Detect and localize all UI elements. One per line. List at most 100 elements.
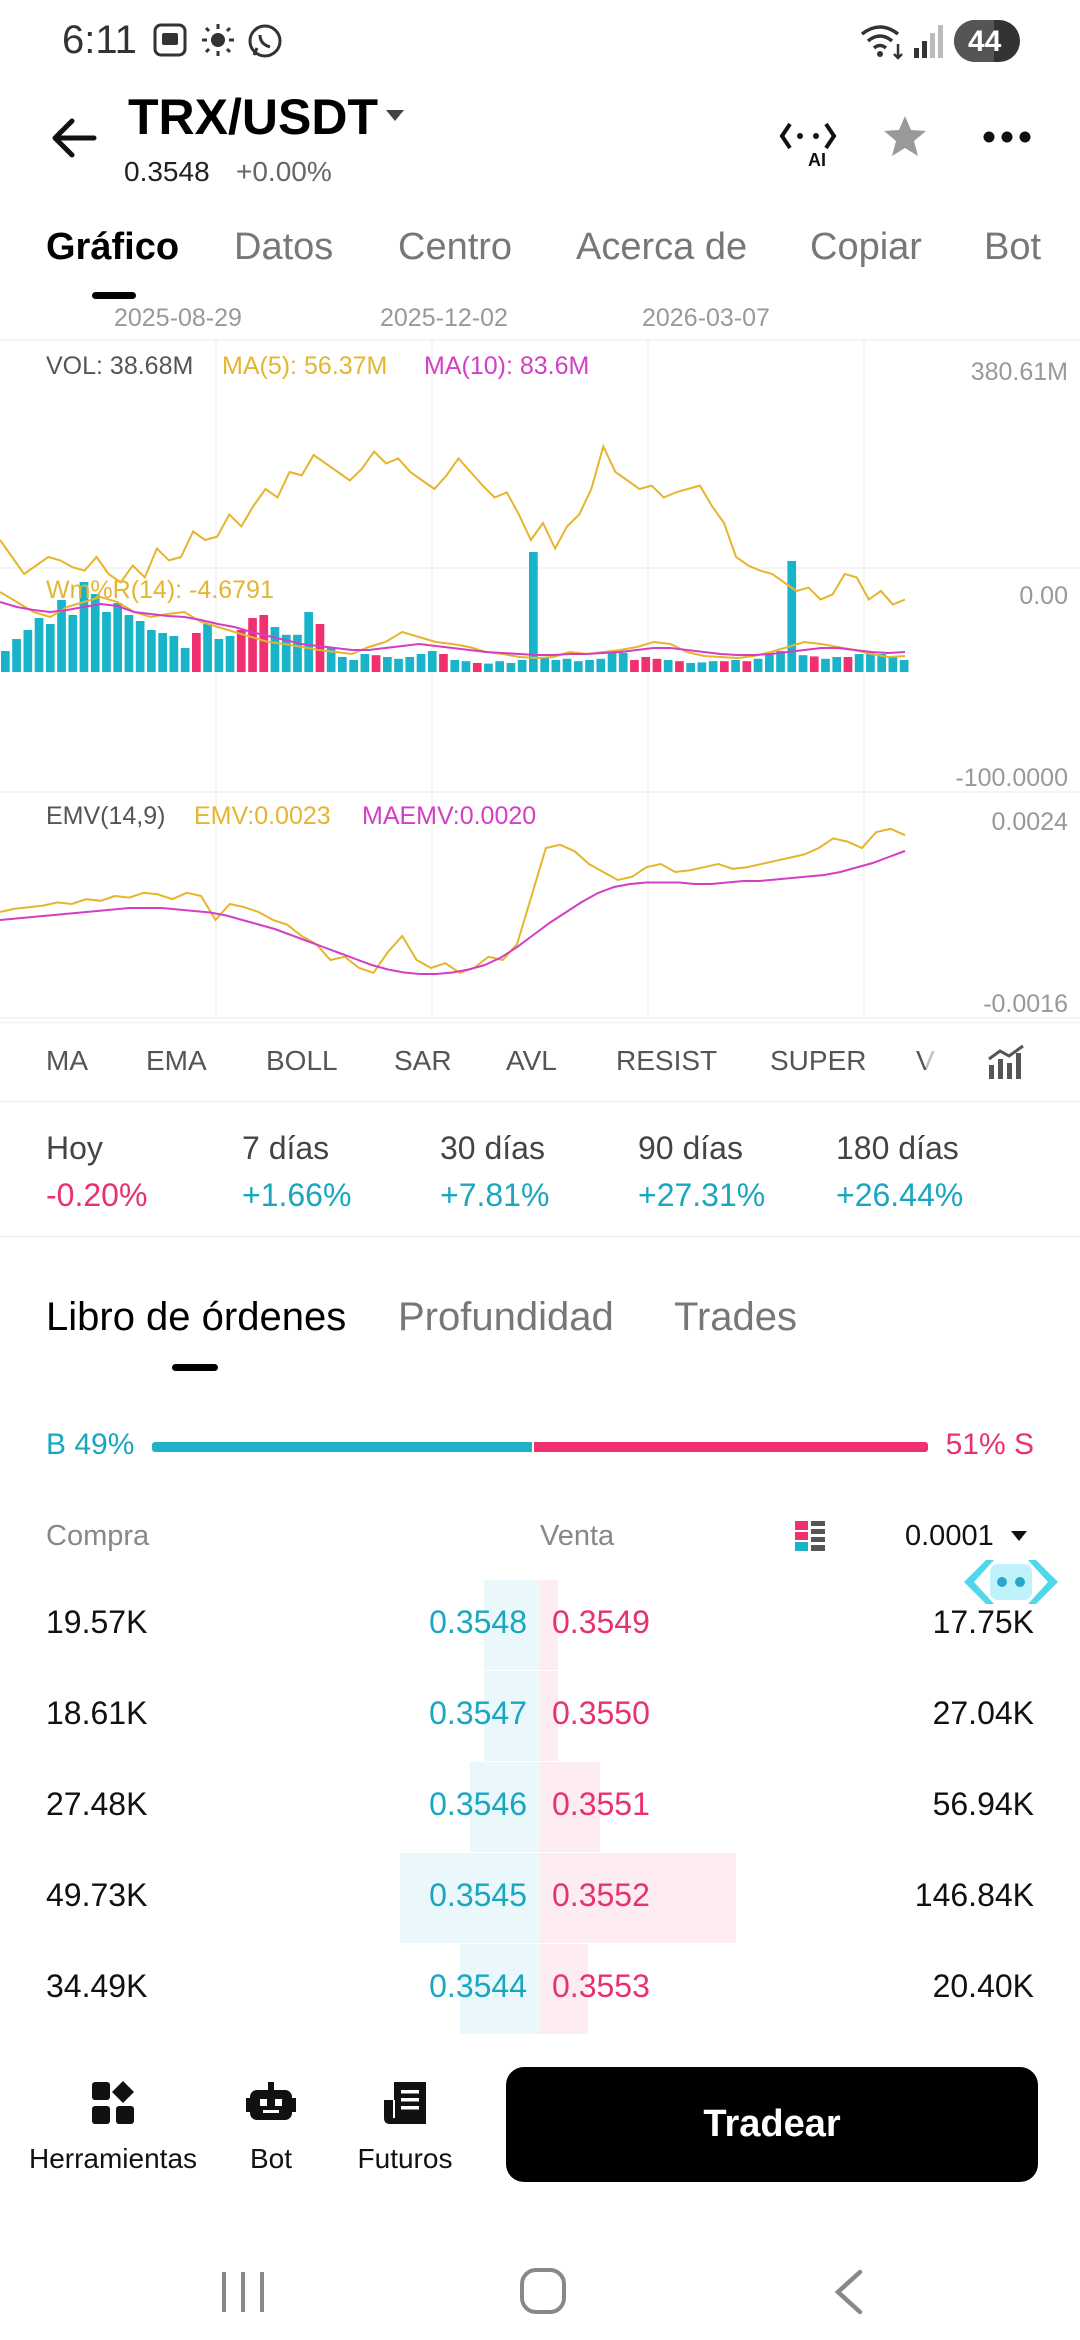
volume-bar — [79, 582, 89, 672]
trade-button[interactable]: Tradear — [506, 2067, 1038, 2182]
sell-depth-bar — [540, 1853, 736, 1943]
futures-button[interactable]: Futuros — [350, 2080, 460, 2175]
recent-apps-icon[interactable] — [218, 2270, 268, 2314]
tab-libro-de-ordenes[interactable]: Libro de órdenes — [46, 1295, 347, 1339]
whatsapp-icon — [248, 24, 282, 58]
maemv-label: MAEMV:0.0020 — [362, 802, 537, 830]
volume-bar — [102, 612, 111, 672]
buy-quantity: 49.73K — [46, 1877, 148, 1913]
volume-bar — [416, 654, 426, 672]
volume-bar — [293, 634, 302, 672]
volume-bar — [529, 552, 538, 672]
wr-top-label: 0.00 — [1019, 582, 1068, 610]
sell-depth-bar — [540, 1944, 588, 2034]
indicator-settings-icon[interactable] — [986, 1043, 1026, 1081]
chart-area[interactable]: 2025-08-29 2025-12-02 2026-03-07 VOL: 38… — [0, 300, 1080, 1020]
pair-title[interactable]: TRX/USDT — [128, 89, 378, 145]
star-icon[interactable] — [882, 114, 928, 158]
battery-icon: 44 — [954, 20, 1020, 62]
buy-ratio-label: B 49% — [46, 1428, 135, 1461]
volume-bar — [1, 651, 10, 672]
buy-price: 0.3545 — [429, 1877, 527, 1913]
ma10-label: MA(10): 83.6M — [424, 352, 590, 380]
tab-datos[interactable]: Datos — [234, 226, 334, 268]
perf-label: 180 días — [836, 1130, 959, 1166]
volume-bar — [731, 660, 740, 672]
orderbook-row[interactable]: 34.49K 0.3544 0.3553 20.40K — [0, 1944, 1080, 2034]
volume-bar — [540, 657, 549, 672]
volume-bar — [877, 654, 886, 672]
volume-bar — [843, 657, 853, 672]
tab-centro[interactable]: Centro — [398, 226, 513, 268]
perf-item: 180 días +26.44% — [836, 1130, 963, 1214]
volume-bar — [517, 660, 527, 672]
indicator-boll[interactable]: BOLL — [266, 1045, 338, 1076]
indicator-resist[interactable]: RESIST — [616, 1045, 718, 1076]
volume-bar — [34, 618, 44, 672]
tab-bot[interactable]: Bot — [984, 226, 1042, 268]
indicator-ma[interactable]: MA — [46, 1045, 88, 1076]
more-icon[interactable] — [982, 130, 1032, 144]
tab-grafico[interactable]: Gráfico — [46, 226, 180, 268]
volume-bar — [338, 657, 347, 672]
volume-bar — [427, 651, 437, 672]
layout-toggle-icon[interactable] — [794, 1520, 826, 1552]
status-bar: 6:11 44 — [0, 0, 1080, 86]
precision-select[interactable]: 0.0001 — [905, 1520, 994, 1552]
ai-label: AI — [808, 150, 826, 170]
signal-icon — [914, 25, 943, 58]
tools-button[interactable]: Herramientas — [28, 2080, 198, 2175]
orderbook-tabs: Libro de órdenes Profundidad Trades — [0, 1285, 1080, 1365]
volume-bar — [787, 561, 797, 672]
volume-bar — [562, 658, 572, 672]
back-nav-icon[interactable] — [830, 2268, 866, 2316]
home-icon[interactable] — [518, 2266, 568, 2316]
tab-profundidad[interactable]: Profundidad — [398, 1295, 614, 1339]
volume-bar — [23, 630, 33, 672]
volume-bar — [135, 621, 145, 672]
orderbook-row[interactable]: 49.73K 0.3545 0.3552 146.84K — [0, 1853, 1080, 1943]
buy-quantity: 34.49K — [46, 1968, 148, 2004]
tab-acerca-de[interactable]: Acerca de — [576, 226, 748, 268]
indicator-sar[interactable]: SAR — [394, 1045, 452, 1076]
volume-bar — [360, 654, 370, 672]
volume-bar — [888, 657, 898, 672]
volume-bar — [203, 624, 212, 672]
volume-bar — [214, 639, 224, 672]
indicator-avl[interactable]: AVL — [506, 1045, 557, 1076]
buy-quantity: 19.57K — [46, 1604, 148, 1640]
perf-label: 30 días — [440, 1130, 545, 1166]
buy-price: 0.3547 — [429, 1695, 527, 1731]
volume-bar — [147, 630, 156, 672]
sell-depth-bar — [540, 1762, 600, 1852]
orderbook-header: Compra Venta 0.0001 — [0, 1512, 1080, 1604]
volume-bar — [809, 656, 819, 672]
date-label: 2025-12-02 — [380, 304, 508, 332]
ma5-label: MA(5): 56.37M — [222, 352, 388, 380]
chevron-down-icon[interactable] — [384, 108, 406, 124]
orderbook-row[interactable]: 18.61K 0.3547 0.3550 27.04K — [0, 1671, 1080, 1761]
tab-trades[interactable]: Trades — [674, 1295, 798, 1339]
tab-copiar[interactable]: Copiar — [810, 226, 922, 268]
perf-value: +7.81% — [440, 1177, 550, 1213]
screenshot-icon — [153, 23, 187, 57]
bottom-bar: Herramientas Bot Futuros Tradear — [0, 2040, 1080, 2240]
chart-grid — [0, 339, 1080, 1019]
orderbook-row[interactable]: 19.57K 0.3548 0.3549 17.75K — [0, 1580, 1080, 1670]
back-arrow-icon[interactable] — [50, 116, 98, 160]
precision-dropdown-icon[interactable] — [1010, 1530, 1028, 1542]
volume-bar — [326, 648, 336, 672]
volume-bar — [349, 660, 358, 672]
indicator-ema[interactable]: EMA — [146, 1045, 207, 1076]
volume-bar — [821, 658, 830, 672]
brightness-icon — [202, 24, 234, 56]
volume-bar — [720, 661, 729, 672]
volume-bar — [697, 662, 707, 672]
bot-button[interactable]: Bot — [226, 2080, 316, 2175]
indicator-super[interactable]: SUPER — [770, 1045, 867, 1076]
ai-button[interactable]: AI — [778, 116, 838, 172]
floating-assistant-icon[interactable] — [956, 1554, 1066, 1610]
buy-ratio-bar — [152, 1442, 532, 1452]
orderbook-row[interactable]: 27.48K 0.3546 0.3551 56.94K — [0, 1762, 1080, 1852]
volume-bar — [574, 661, 583, 672]
